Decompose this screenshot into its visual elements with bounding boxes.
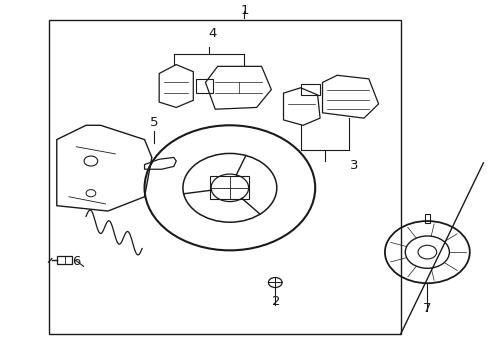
Bar <box>210 176 249 199</box>
Text: 3: 3 <box>349 159 358 172</box>
Text: 1: 1 <box>240 4 248 17</box>
Text: 5: 5 <box>150 116 158 129</box>
Text: 4: 4 <box>208 27 217 40</box>
Text: 6: 6 <box>72 255 81 268</box>
Bar <box>195 79 212 93</box>
Text: 7: 7 <box>422 302 431 315</box>
Bar <box>300 84 320 95</box>
Text: 2: 2 <box>271 294 280 307</box>
